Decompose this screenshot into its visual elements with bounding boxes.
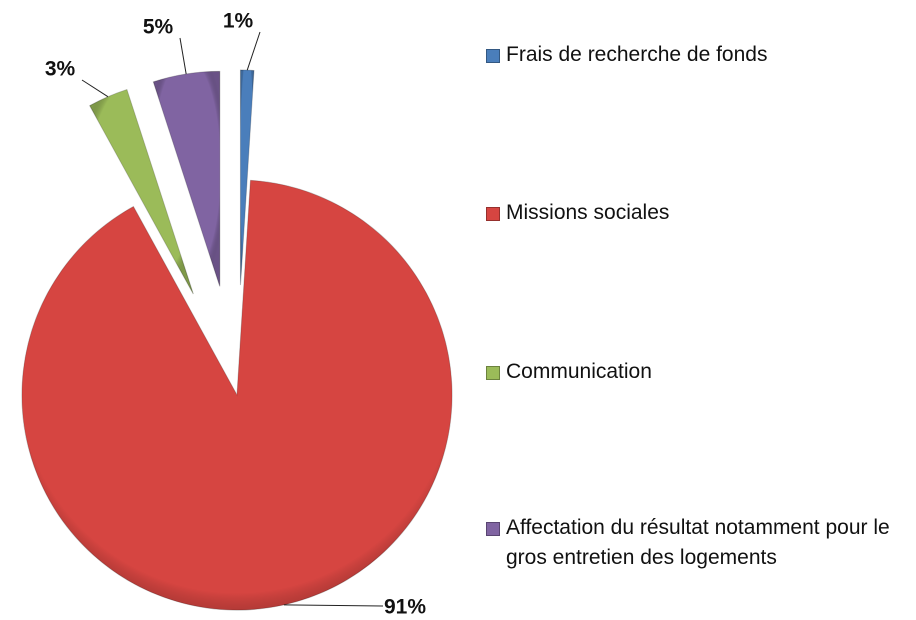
legend-label: Missions sociales [506, 201, 670, 224]
legend-item: Communication [486, 357, 652, 387]
data-label: 3% [45, 58, 76, 81]
chart: 1% 91% 3% 5% [21, 10, 453, 619]
leader-line [179, 37, 187, 75]
leader-line [246, 31, 261, 71]
legend-item: Affectation du résultat notamment pour l… [486, 513, 896, 573]
legend-swatch [486, 366, 500, 380]
data-label: 91% [384, 596, 426, 619]
pie-slice [152, 70, 221, 287]
legend-label: Communication [506, 360, 652, 383]
leader-line [81, 79, 109, 98]
legend-item: Missions sociales [486, 198, 669, 228]
legend-label: Affectation du résultat notamment pour l… [506, 516, 890, 569]
legend-swatch [486, 49, 500, 63]
legend-swatch [486, 207, 500, 221]
legend-swatch [486, 522, 500, 536]
legend-label: Frais de recherche de fonds [506, 43, 768, 66]
data-label: 5% [143, 16, 174, 39]
pie-slice [21, 179, 453, 611]
legend-item: Frais de recherche de fonds [486, 40, 767, 70]
leader-line [283, 604, 384, 607]
data-label: 1% [223, 10, 254, 33]
